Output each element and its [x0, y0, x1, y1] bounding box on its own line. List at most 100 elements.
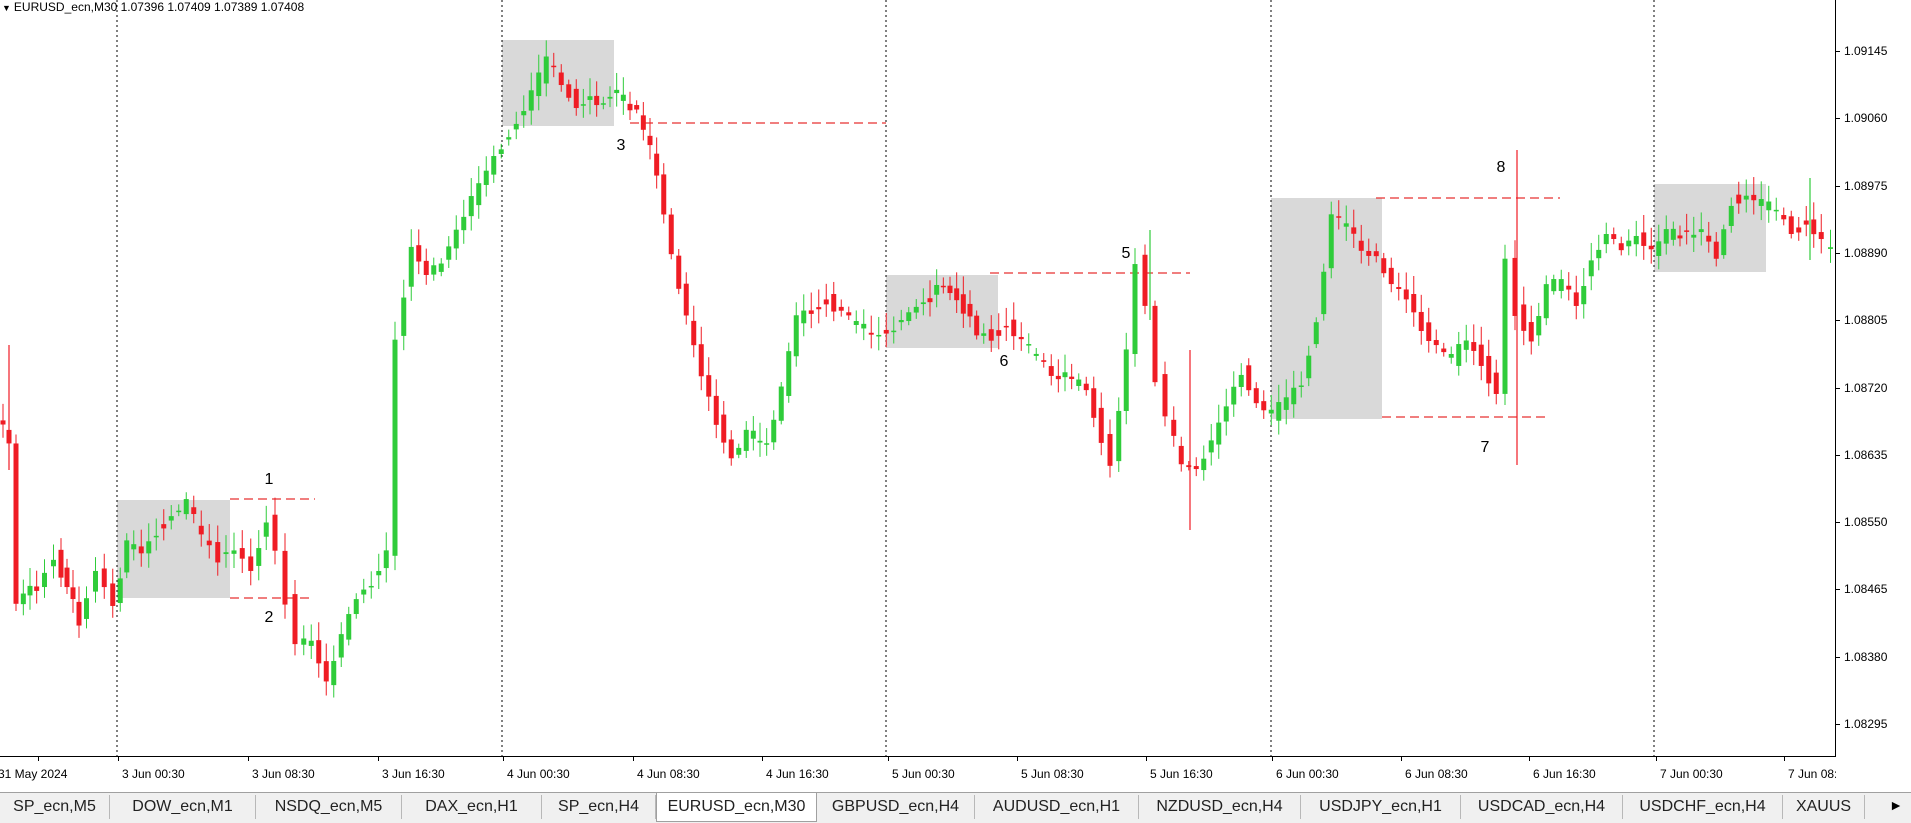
time-label: 3 Jun 00:30	[122, 767, 185, 781]
candle-body	[1223, 406, 1229, 422]
candle-body	[721, 414, 727, 443]
candle-body	[1543, 284, 1549, 319]
candle-body	[301, 638, 307, 645]
candle-body	[1803, 220, 1809, 225]
time-tick	[248, 757, 249, 761]
candle-body	[58, 549, 64, 578]
symbol-tab[interactable]: SP_ecn,M5	[0, 795, 110, 819]
chart-window[interactable]: 1 2 3 5 6 7 8 ▼ EURUSD_ecn,M30 1.07396 1.07409 …	[0, 0, 1911, 792]
candle-body	[1478, 344, 1484, 366]
candle-body	[1698, 229, 1704, 233]
candle-body	[1351, 227, 1357, 234]
price-label: 1.08295	[1844, 717, 1888, 731]
price-label: 1.08380	[1844, 649, 1888, 664]
candle-body	[1426, 322, 1432, 341]
candle-body	[808, 310, 814, 314]
time-tick	[1401, 757, 1402, 761]
candle-body	[706, 375, 712, 397]
candle-body	[146, 541, 152, 554]
symbol-tab[interactable]: DOW_ecn,M1	[110, 795, 256, 819]
candle-body	[239, 548, 245, 559]
candle-body	[468, 196, 474, 217]
candle-body	[84, 598, 89, 619]
candle-body	[215, 542, 221, 563]
time-tick	[503, 757, 504, 761]
symbol-tab[interactable]: EURUSD_ecn,M30	[656, 793, 817, 822]
candle-body	[1208, 440, 1214, 453]
candle-body	[1178, 445, 1184, 465]
candle-body	[168, 516, 174, 521]
candle-body	[920, 302, 926, 305]
dropdown-triangle-icon[interactable]: ▼	[2, 3, 11, 13]
candle-body	[1721, 229, 1727, 256]
time-label: 4 Jun 08:30	[637, 767, 700, 781]
candle-body	[1062, 372, 1068, 378]
candle-body	[13, 443, 19, 604]
candle-body	[1493, 372, 1499, 394]
symbol-tab[interactable]: AUDUSD_ecn,H1	[975, 795, 1139, 819]
candle-body	[383, 550, 389, 569]
candle-body	[1766, 201, 1772, 211]
candle-body	[838, 306, 844, 311]
time-tick	[1656, 757, 1657, 761]
price-axis[interactable]: 1.09145 1.09060 1.08975 1.08890 1.08805 1.087…	[1836, 0, 1911, 757]
candle-body	[376, 570, 382, 576]
candle-body	[1656, 241, 1662, 256]
candle-body	[764, 443, 770, 445]
candle-body	[1781, 215, 1787, 220]
candle-body	[1041, 360, 1047, 362]
candle-body	[263, 522, 269, 537]
price-chart[interactable]: 1 2 3 5 6 7 8 ▼ EURUSD_ecn,M30 1.07396 1.07409 …	[0, 0, 1836, 757]
symbol-ohlc-text: EURUSD_ecn,M30 1.07396 1.07409 1.07389 1…	[13, 0, 305, 14]
candle-body	[883, 329, 889, 334]
symbol-tab[interactable]: USDCHF_ecn,H4	[1623, 795, 1783, 819]
candle-body	[558, 72, 564, 86]
time-label: 5 Jun 16:30	[1150, 767, 1213, 781]
candle-body	[757, 440, 763, 443]
candle-body	[1216, 422, 1222, 445]
candle-body	[743, 429, 749, 451]
candle-body	[831, 294, 837, 312]
candle-body	[183, 499, 189, 515]
time-axis[interactable]: 31 May 2024 3 Jun 00:30 3 Jun 08:30 3 Jun 1…	[0, 757, 1836, 792]
candle-body	[1551, 279, 1557, 292]
candle-body	[401, 297, 407, 336]
price-tick	[1836, 320, 1840, 322]
symbol-tab[interactable]: USDCAD_ecn,H4	[1461, 795, 1623, 819]
candle-body	[34, 586, 40, 591]
candle-body	[1588, 260, 1594, 277]
time-label: 5 Jun 00:30	[892, 767, 955, 781]
symbol-tab[interactable]: DAX_ecn,H1	[402, 795, 542, 819]
symbol-tab[interactable]: NZDUSD_ecn,H4	[1139, 795, 1301, 819]
time-label: 4 Jun 16:30	[766, 767, 829, 781]
candle-body	[1796, 227, 1802, 233]
candle-body	[117, 578, 123, 604]
candle-body	[1581, 285, 1587, 305]
symbol-tab[interactable]: NSDQ_ecn,M5	[256, 795, 402, 819]
price-tick	[1836, 724, 1840, 725]
candle-body	[1521, 304, 1527, 331]
candle-body	[1691, 234, 1697, 238]
candle-body	[713, 395, 719, 425]
tab-scroll-right-icon[interactable]: ►	[1889, 797, 1903, 813]
candle-body	[76, 601, 82, 626]
candle-body	[778, 386, 784, 421]
candle-body	[198, 525, 204, 535]
candle-body	[292, 594, 298, 645]
candle-body	[1536, 316, 1542, 336]
candle-body	[1116, 410, 1122, 462]
symbol-tab[interactable]: SP_ecn,H4	[542, 795, 656, 819]
candle-body	[868, 332, 874, 335]
symbol-tab[interactable]: XAUUS	[1783, 795, 1865, 819]
candle-body	[640, 115, 646, 130]
candle-body	[1246, 365, 1252, 391]
price-tick	[1836, 252, 1840, 254]
time-tick	[118, 757, 119, 761]
symbol-tab[interactable]: USDJPY_ecn,H1	[1301, 795, 1461, 819]
candle-body	[1321, 271, 1327, 315]
candlestick-canvas[interactable]: 1 2 3 5 6 7 8	[0, 0, 1836, 757]
candle-body	[566, 84, 572, 98]
candle-body	[954, 288, 960, 301]
candle-body	[1381, 258, 1387, 274]
symbol-tab[interactable]: GBPUSD_ecn,H4	[817, 795, 975, 819]
